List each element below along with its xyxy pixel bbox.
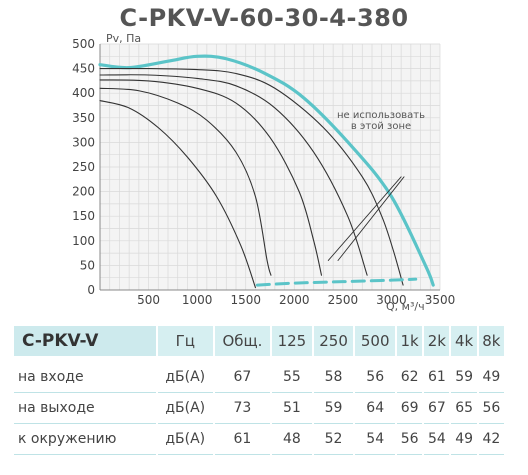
table-cell: 64: [355, 393, 396, 424]
table-cell: 56: [355, 356, 396, 393]
x-tick-label: 2500: [328, 293, 359, 307]
speed-curve-4: [99, 87, 272, 276]
y-tick-label: 100: [72, 234, 95, 248]
y-tick-label: 300: [72, 135, 95, 149]
table-header-4k: 4k: [451, 326, 477, 356]
row-label: на выходе: [14, 393, 156, 424]
x-tick-label: 500: [137, 293, 160, 307]
table-cell: 49: [451, 424, 477, 455]
table-cell: 62: [397, 356, 423, 393]
speed-curve-2: [99, 74, 368, 276]
annotation-line-1: не использовать: [337, 110, 425, 121]
table-header-8k: 8k: [478, 326, 504, 356]
x-tick-label: 1500: [230, 293, 261, 307]
y-tick-label: 400: [72, 86, 95, 100]
chart-title: C-PKV-V-60-30-4-380: [119, 4, 409, 32]
table-cell: 56: [478, 393, 504, 424]
table-cell: 69: [397, 393, 423, 424]
table-row: на входе дБ(А) 67 55 58 56 62 61 59 49: [14, 356, 504, 393]
table-cell: 48: [272, 424, 312, 455]
table-cell: дБ(А): [157, 424, 213, 455]
y-tick-label: 200: [72, 185, 95, 199]
x-tick-label: 3500: [425, 293, 456, 307]
performance-chart: 0 50 100 150 200 250 300 350 400 450 500 500 1000 15…: [72, 32, 455, 313]
y-tick-label: 50: [80, 258, 95, 272]
noise-table: C-PKV-V Гц Общ. 125 250 500 1k 2k 4k 8k …: [12, 326, 506, 455]
y-tick-label: 0: [87, 283, 95, 297]
table-cell: дБ(А): [157, 393, 213, 424]
table-cell: 73: [214, 393, 271, 424]
table-cell: 51: [272, 393, 312, 424]
table-cell: 42: [478, 424, 504, 455]
table-header-total: Общ.: [214, 326, 271, 356]
table-cell: 54: [424, 424, 450, 455]
x-tick-labels: 500 1000 1500 2000 2500 3000 3500: [137, 293, 455, 307]
min-dashed-line: [255, 277, 418, 287]
table-header-500: 500: [355, 326, 396, 356]
annotation-line-2: в этой зоне: [351, 121, 411, 132]
table-cell: 59: [313, 393, 354, 424]
table-header-2k: 2k: [424, 326, 450, 356]
table-row: к окружению дБ(А) 61 48 52 54 56 54 49 4…: [14, 424, 504, 455]
speed-curve-5: [99, 100, 256, 289]
table-cell: 55: [272, 356, 312, 393]
x-tick-label: 2000: [279, 293, 310, 307]
y-tick-labels: 0 50 100 150 200 250 300 350 400 450 500: [72, 37, 95, 297]
speed-curve-1: [99, 67, 404, 286]
y-tick-label: 350: [72, 111, 95, 125]
table-cell: 67: [424, 393, 450, 424]
y-tick-label: 250: [72, 160, 95, 174]
y-tick-label: 450: [72, 62, 95, 76]
table-cell: 54: [355, 424, 396, 455]
table-cell: 61: [214, 424, 271, 455]
x-axis-label: Q, м³/ч: [386, 300, 425, 313]
table-row: на выходе дБ(А) 73 51 59 64 69 67 65 56: [14, 393, 504, 424]
table-header-model: C-PKV-V: [14, 326, 156, 356]
table-header-250: 250: [313, 326, 354, 356]
series-group: [98, 54, 435, 289]
table-header-hz: Гц: [157, 326, 213, 356]
table-cell: 52: [313, 424, 354, 455]
x-tick-label: 1000: [182, 293, 213, 307]
table-cell: 67: [214, 356, 271, 393]
x-tick-label: 3000: [376, 293, 407, 307]
table-cell: 56: [397, 424, 423, 455]
table-cell: 49: [478, 356, 504, 393]
y-tick-label: 150: [72, 209, 95, 223]
row-label: на входе: [14, 356, 156, 393]
table-header-row: C-PKV-V Гц Общ. 125 250 500 1k 2k 4k 8k: [14, 326, 504, 356]
annotation-leader: [337, 176, 405, 261]
table-header-1k: 1k: [397, 326, 423, 356]
max-curve: [98, 54, 435, 287]
table-header-125: 125: [272, 326, 312, 356]
table-cell: 59: [451, 356, 477, 393]
y-axis-label: Pv, Па: [106, 32, 141, 45]
table-cell: 58: [313, 356, 354, 393]
y-tick-label: 500: [72, 37, 95, 51]
table-cell: дБ(А): [157, 356, 213, 393]
table-cell: 61: [424, 356, 450, 393]
row-label: к окружению: [14, 424, 156, 455]
speed-curve-3: [99, 79, 323, 276]
annotation-leader: [327, 176, 402, 261]
table-cell: 65: [451, 393, 477, 424]
